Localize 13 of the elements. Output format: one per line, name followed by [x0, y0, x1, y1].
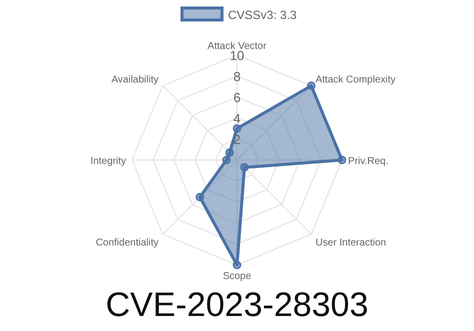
- y-tick-label: 2: [233, 132, 241, 147]
- legend-label: CVSSv3: 3.3: [228, 8, 298, 22]
- spoke-label: Priv.Req.: [348, 156, 388, 167]
- y-tick-label: 8: [233, 69, 241, 84]
- text: CVE-2023-28303: [106, 286, 368, 324]
- spoke-label: User Interaction: [315, 237, 386, 248]
- spoke-label: Integrity: [90, 156, 126, 167]
- spoke-label: Attack Complexity: [315, 74, 396, 86]
- y-tick-label: 4: [233, 111, 241, 126]
- spoke-label: Availability: [111, 74, 159, 86]
- y-tick-label: 6: [233, 90, 241, 105]
- spoke-label: Confidentiality: [96, 237, 159, 248]
- spoke-label: Scope: [222, 271, 252, 282]
